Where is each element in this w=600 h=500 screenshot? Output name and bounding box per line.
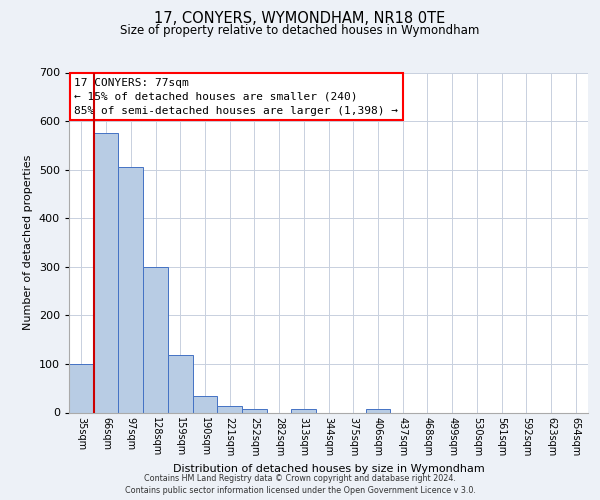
Text: Contains public sector information licensed under the Open Government Licence v : Contains public sector information licen… [125, 486, 475, 495]
Text: Contains HM Land Registry data © Crown copyright and database right 2024.: Contains HM Land Registry data © Crown c… [144, 474, 456, 483]
Bar [118, 167, 143, 412]
Bar [242, 409, 267, 412]
Bar [168, 355, 193, 412]
Text: 17, CONYERS, WYMONDHAM, NR18 0TE: 17, CONYERS, WYMONDHAM, NR18 0TE [154, 11, 446, 26]
Text: 17 CONYERS: 77sqm
← 15% of detached houses are smaller (240)
85% of semi-detache: 17 CONYERS: 77sqm ← 15% of detached hous… [74, 78, 398, 116]
Bar [94, 133, 118, 412]
Text: Size of property relative to detached houses in Wymondham: Size of property relative to detached ho… [121, 24, 479, 37]
Bar [365, 408, 390, 412]
Bar [217, 406, 242, 412]
Bar [193, 396, 217, 412]
Bar [292, 408, 316, 412]
Bar [143, 267, 168, 412]
Bar [69, 364, 94, 412]
Y-axis label: Number of detached properties: Number of detached properties [23, 155, 33, 330]
X-axis label: Distribution of detached houses by size in Wymondham: Distribution of detached houses by size … [173, 464, 484, 474]
